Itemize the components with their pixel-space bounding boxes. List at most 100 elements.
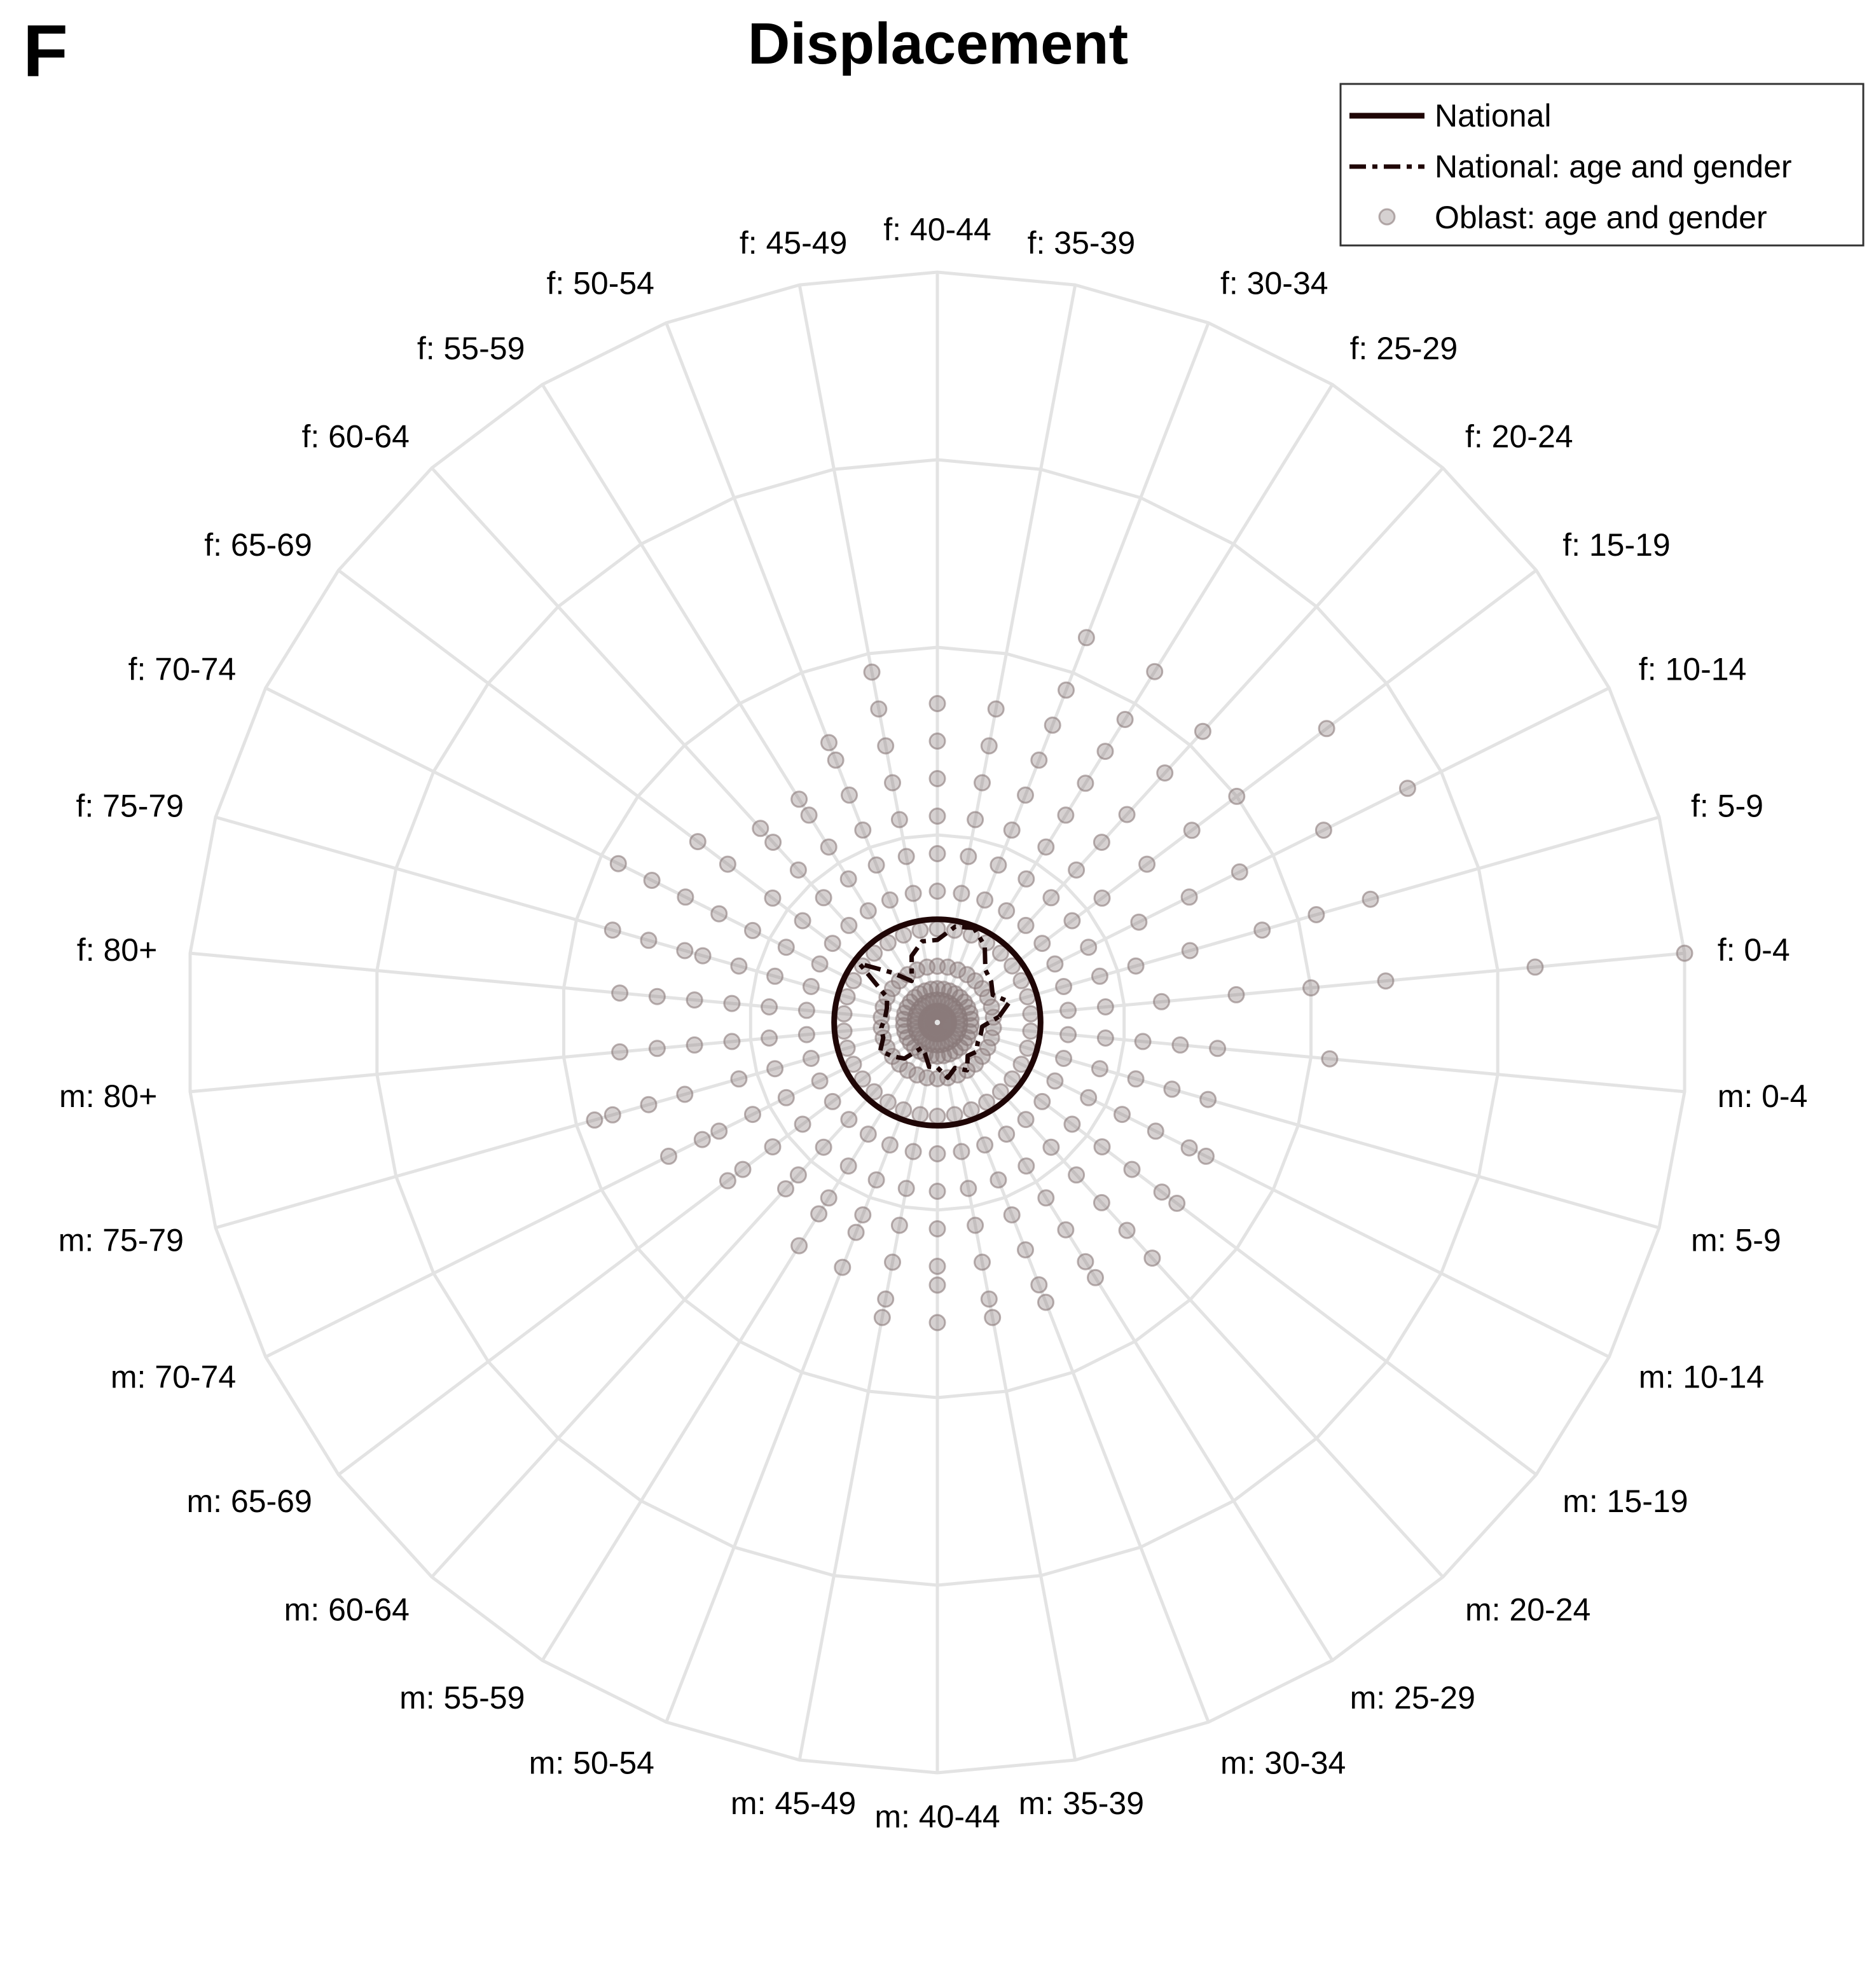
oblast-point [979,1038,997,1056]
oblast-point [877,737,895,755]
oblast-point [686,991,703,1009]
oblast-point [1143,1249,1161,1267]
grid-spoke [541,1021,939,1662]
oblast-point [960,1180,977,1197]
category-label: m: 10-14 [1639,1359,1764,1394]
oblast-points [586,629,1693,1331]
oblast-point [824,935,841,953]
legend-label-national: National [1435,98,1551,134]
oblast-point [640,932,658,949]
oblast-point [827,751,845,769]
oblast-point [1228,787,1246,805]
grid-spoke [215,1021,938,1230]
oblast-point [1030,751,1048,769]
grid-spoke [935,1021,1334,1662]
oblast-point [730,1070,748,1088]
oblast-point [1057,806,1075,824]
oblast-point [648,1040,666,1057]
oblast-point [1037,1293,1054,1311]
category-label: f: 5-9 [1691,788,1763,824]
oblast-point [820,734,838,752]
oblast-point [1153,993,1170,1010]
oblast-point [884,774,901,792]
category-label: f: 20-24 [1465,419,1573,455]
grid-spoke [935,1022,1077,1761]
oblast-point [1197,1147,1215,1165]
category-label: m: 60-64 [284,1592,410,1627]
oblast-point [1068,861,1086,879]
category-label: m: 25-29 [1350,1680,1475,1716]
oblast-point [1022,1022,1040,1040]
oblast-point [802,1050,820,1067]
category-label: m: 80+ [59,1078,157,1114]
oblast-point [879,934,897,952]
oblast-point [928,845,946,862]
grid-spoke [936,1021,1538,1476]
oblast-point [1147,1122,1164,1140]
oblast-point [1017,1241,1034,1259]
oblast-point [960,848,977,865]
oblast-point [609,855,627,872]
oblast-point [777,939,795,956]
oblast-point [1093,889,1111,907]
category-label: f: 45-49 [740,225,848,261]
oblast-point [928,770,946,787]
category-label: m: 75-79 [59,1223,184,1258]
category-label: m: 50-54 [529,1745,654,1781]
oblast-point [1077,1253,1094,1270]
oblast-point [974,1253,991,1271]
category-label: f: 40-44 [883,212,991,247]
grid-spoke [431,467,939,1024]
oblast-point [1063,1115,1081,1133]
oblast-point [853,1070,871,1088]
oblast-point [984,1309,1002,1326]
oblast-point [1080,1089,1098,1106]
category-label: m: 5-9 [1691,1223,1781,1258]
oblast-point [1318,720,1335,738]
category-label: m: 55-59 [399,1680,525,1716]
oblast-point [847,1223,865,1241]
oblast-point [764,834,782,851]
oblast-point [1321,1050,1339,1068]
grid-spoke [215,815,938,1024]
oblast-point [911,1106,929,1124]
oblast-point [1116,711,1134,728]
oblast-point [730,957,748,975]
oblast-point [1180,888,1198,906]
oblast-point [1046,1072,1064,1090]
legend-label-national-age-gender: National: age and gender [1435,149,1792,184]
oblast-point [689,833,707,851]
oblast-point [1087,1269,1104,1286]
category-label: m: 70-74 [111,1359,236,1394]
grid-spoke [935,383,1334,1024]
category-label: m: 65-69 [186,1483,312,1519]
grid-spoke [541,383,939,1024]
category-labels: f: 0-4 f: 5-9 f: 10-14 f: 15-19 f: 20-24 f: 2… [59,212,1808,1834]
oblast-point [976,1136,994,1154]
oblast-point [694,947,712,965]
oblast-point [676,942,694,960]
category-label: m: 45-49 [731,1786,856,1821]
oblast-point [1096,743,1114,760]
oblast-point [820,1189,838,1207]
oblast-point [1314,822,1332,839]
category-label: f: 50-54 [546,265,654,301]
oblast-point [928,1258,946,1275]
oblast-point [839,870,857,888]
oblast-point [890,1216,908,1234]
oblast-point [1068,1166,1086,1184]
oblast-point [1134,1033,1152,1050]
oblast-point [866,944,883,962]
oblast-point [1063,912,1081,930]
oblast-point [824,1092,841,1110]
grid-spoke [190,951,938,1024]
oblast-point [1059,1026,1077,1043]
oblast-point [928,1108,946,1125]
oblast-point [643,872,661,889]
chart-title: Displacement [748,11,1128,76]
oblast-point [840,916,858,934]
oblast-point [949,961,967,979]
oblast-point [1123,1160,1141,1178]
grid-spoke [337,1021,939,1476]
